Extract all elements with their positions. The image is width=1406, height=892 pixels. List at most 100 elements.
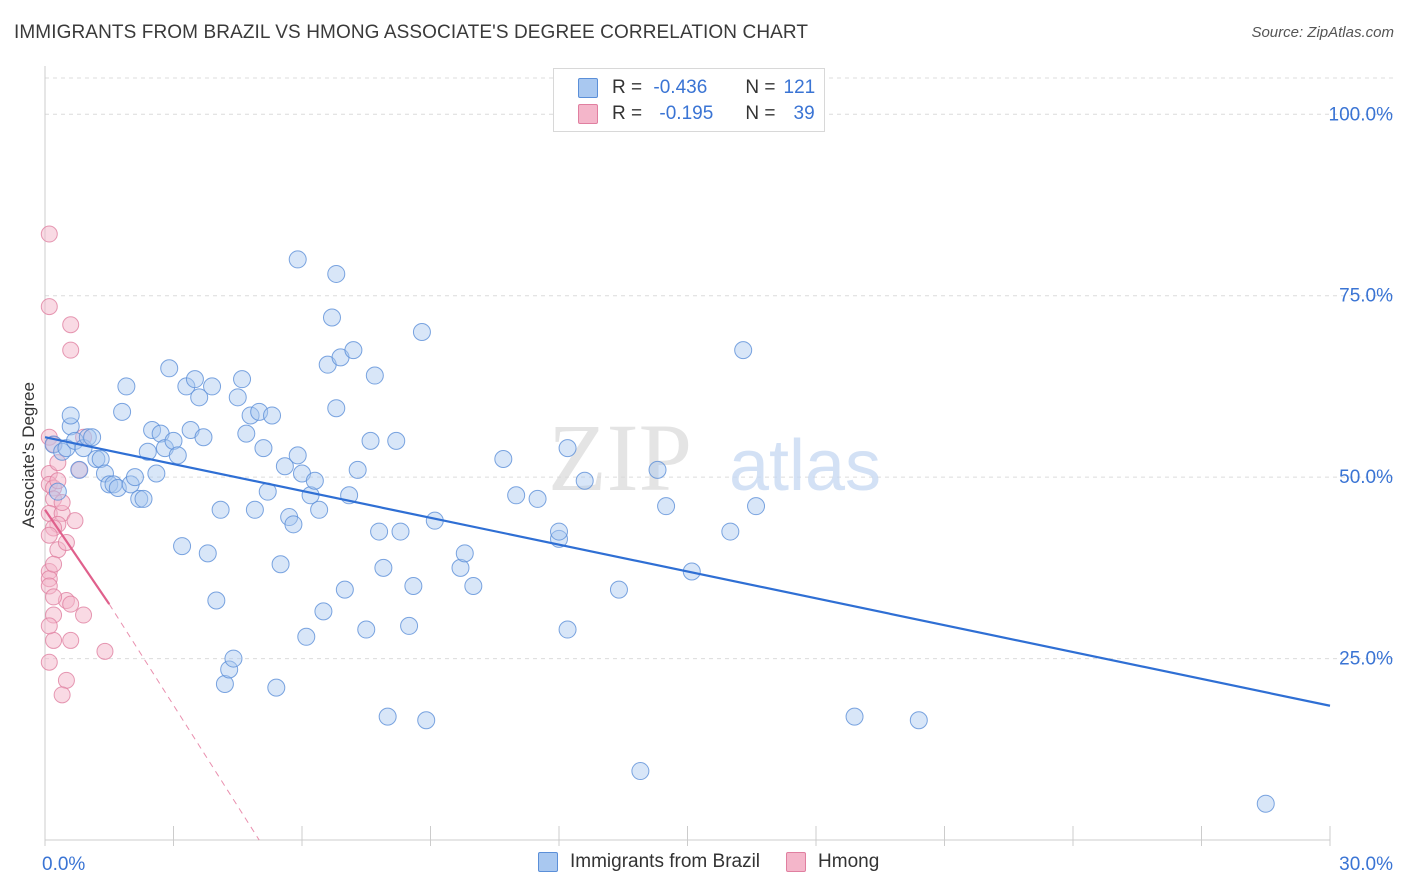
hmong-point: [62, 595, 80, 613]
brazil-point: [404, 577, 423, 595]
hmong-point: [40, 298, 58, 316]
brazil-point: [734, 341, 753, 360]
brazil-point: [207, 591, 226, 610]
watermark-zip: ZIP: [548, 404, 692, 511]
hmong-point: [75, 606, 93, 624]
brazil-point: [138, 442, 157, 461]
legend-swatch-brazil: [578, 78, 598, 98]
brazil-point: [378, 707, 397, 726]
brazil-point: [215, 674, 234, 693]
brazil-point: [314, 602, 333, 621]
brazil-point: [284, 515, 303, 534]
brazil-point: [417, 711, 436, 730]
brazil-point: [361, 431, 380, 450]
x-tick-label: 0.0%: [42, 854, 85, 875]
axis-layer: 25.0% 50.0% 75.0% 100.0% 0.0% 30.0%: [42, 66, 1393, 875]
legend-label-brazil: Immigrants from Brazil: [570, 851, 761, 872]
watermark-atlas: atlas: [729, 426, 881, 506]
brazil-point: [185, 370, 204, 389]
brazil-point: [125, 468, 144, 487]
brazil-point: [464, 577, 483, 595]
brazil-point: [528, 489, 547, 508]
legend-row-brazil: R = -0.436 N = 121: [578, 76, 815, 100]
brazil-point: [70, 460, 89, 479]
brazil-point: [91, 450, 110, 468]
legend-label-hmong: Hmong: [818, 851, 880, 872]
hmong-point: [49, 472, 67, 490]
hmong-point: [96, 642, 114, 660]
y-tick-label: 25.0%: [1339, 649, 1393, 670]
legend-r-value: -0.195: [659, 103, 714, 124]
brazil-point: [1256, 794, 1275, 813]
brazil-point: [657, 497, 676, 516]
source-label: Source: ZipAtlas.com: [1251, 24, 1394, 41]
brazil-point: [228, 388, 247, 407]
brazil-point: [322, 308, 341, 327]
hmong-point: [62, 631, 80, 649]
brazil-point: [370, 522, 389, 541]
brazil-point: [254, 439, 273, 458]
y-tick-label: 100.0%: [1329, 104, 1394, 125]
chart-title: IMMIGRANTS FROM BRAZIL VS HMONG ASSOCIAT…: [14, 22, 809, 43]
brazil-point: [412, 323, 431, 341]
hmong-point: [53, 686, 71, 704]
brazil-point: [455, 544, 474, 563]
brazil-point: [288, 250, 307, 269]
brazil-point: [374, 558, 393, 577]
x-tick-label: 30.0%: [1339, 854, 1393, 875]
y-tick-label: 75.0%: [1339, 286, 1393, 307]
brazil-point: [190, 388, 209, 407]
brazil-point: [288, 446, 307, 465]
brazil-points: [44, 250, 1275, 813]
legend-item-brazil[interactable]: Immigrants from Brazil: [538, 851, 760, 873]
brazil-point: [400, 616, 419, 635]
legend-r-label: R =: [612, 103, 643, 124]
hmong-point: [57, 671, 75, 689]
brazil-point: [194, 428, 213, 447]
brazil-point: [48, 482, 67, 501]
grid-layer: [45, 77, 1393, 660]
brazil-point: [83, 428, 102, 447]
brazil-point: [387, 431, 406, 450]
brazil-point: [198, 544, 217, 563]
brazil-point: [173, 537, 192, 556]
brazil-point: [357, 620, 376, 639]
hmong-trend-line: [44, 509, 111, 605]
brazil-point: [575, 471, 594, 490]
brazil-trend-line: [44, 436, 1331, 707]
hmong-point: [40, 526, 58, 544]
brazil-point: [220, 660, 239, 679]
brazil-point: [211, 500, 230, 519]
brazil-point: [233, 370, 252, 389]
legend-n-value: 39: [793, 103, 815, 124]
hmong-trend-extension: [108, 603, 260, 841]
brazil-point: [245, 500, 264, 519]
hmong-point: [66, 512, 84, 530]
brazil-point: [558, 620, 577, 639]
legend-item-hmong[interactable]: Hmong: [786, 851, 879, 873]
brazil-point: [327, 399, 346, 418]
trend-layer: [44, 436, 1331, 841]
brazil-point: [203, 377, 222, 396]
brazil-point: [507, 486, 526, 505]
brazil-point: [648, 460, 667, 479]
brazil-point: [61, 417, 80, 436]
brazil-point: [550, 522, 568, 541]
brazil-point: [263, 406, 282, 425]
brazil-point: [130, 489, 149, 508]
legend-swatch-hmong: [786, 852, 807, 872]
brazil-point: [164, 431, 183, 450]
brazil-point: [391, 522, 410, 541]
brazil-point: [747, 497, 766, 516]
series-legend: Immigrants from Brazil Hmong: [538, 851, 905, 873]
correlation-legend: R = -0.436 N = 121 R = -0.195 N = 39: [553, 68, 825, 132]
brazil-point: [310, 500, 329, 519]
legend-row-hmong: R = -0.195 N = 39: [578, 102, 815, 126]
brazil-point: [365, 366, 384, 385]
hmong-point: [45, 631, 63, 649]
brazil-point: [348, 460, 367, 479]
brazil-point: [909, 711, 928, 730]
brazil-point: [134, 489, 153, 508]
brazil-point: [61, 406, 80, 425]
